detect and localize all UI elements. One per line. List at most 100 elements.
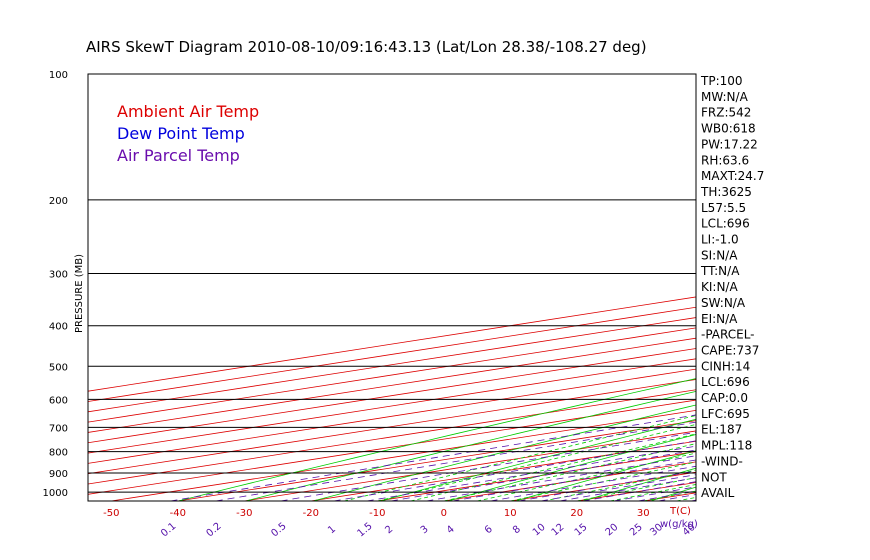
mixing-ratio-line xyxy=(333,440,696,501)
isotherm-line xyxy=(776,74,870,501)
isotherm-line xyxy=(377,451,696,501)
pressure-tick-label: 600 xyxy=(49,395,68,406)
isotherm-line xyxy=(88,358,696,454)
stat-line: MW:N/A xyxy=(701,90,749,104)
mixing-ratio-tick-label: 25 xyxy=(628,522,645,539)
bottom-temp-tick-label: 10 xyxy=(504,508,517,519)
stat-line: AVAIL xyxy=(701,486,735,500)
plot-frame xyxy=(87,73,697,502)
pressure-tick-label: 200 xyxy=(49,196,68,207)
pressure-tick-label: 300 xyxy=(49,270,68,281)
bottom-temp-tick-label: -50 xyxy=(103,508,119,519)
pressure-tick-label: 400 xyxy=(49,322,68,333)
isobar-lines xyxy=(88,199,696,493)
bottom-temp-tick-label: -40 xyxy=(170,508,186,519)
profile-dew-point-temp xyxy=(835,74,870,452)
mixing-ratio-tick-label: 8 xyxy=(511,524,523,537)
mixing-ratio-tick-label: 4 xyxy=(445,524,457,537)
isotherm-line xyxy=(244,430,696,501)
isotherm-line xyxy=(111,409,696,501)
pressure-tick-label: 800 xyxy=(49,448,68,459)
stat-line: TP:100 xyxy=(700,74,743,88)
pressure-tick-label: 100 xyxy=(49,70,68,81)
dry-adiabat xyxy=(853,74,870,501)
dry-adiabat xyxy=(245,390,696,501)
legend-entry: Air Parcel Temp xyxy=(117,146,240,165)
dry-adiabat xyxy=(178,378,696,501)
pressure-tick-label: 500 xyxy=(49,362,68,373)
stat-line: RH:63.6 xyxy=(701,153,749,167)
isotherm-line xyxy=(88,389,696,485)
mixing-ratio-line xyxy=(366,445,696,501)
moist-adiabat xyxy=(476,452,696,501)
stat-line: MPL:118 xyxy=(701,439,752,453)
dry-adiabat xyxy=(582,467,696,501)
bottom-temp-tick-label: -20 xyxy=(303,508,319,519)
mixing-ratio-tick-label: 6 xyxy=(483,524,495,537)
bottom-temp-tick-label: -10 xyxy=(369,508,385,519)
mixing-ratio-tick-label: 15 xyxy=(573,522,590,539)
isotherm-line xyxy=(88,348,696,444)
mixing-ratio-unit: w(g/kg) xyxy=(660,519,698,530)
mixing-ratio-tick-label: 0.5 xyxy=(269,521,288,540)
mixing-ratio-tick-label: 0.1 xyxy=(159,521,178,540)
bottom-temp-tick-label: 20 xyxy=(570,508,583,519)
stat-line: LCL:696 xyxy=(701,217,750,231)
stat-line: CINH:14 xyxy=(701,359,750,373)
mixing-ratio-tick-label: 0.2 xyxy=(204,521,223,540)
moist-adiabat xyxy=(443,443,696,501)
stat-line: LFC:695 xyxy=(701,407,750,421)
stat-line: KI:N/A xyxy=(701,280,738,294)
mixing-ratio-line xyxy=(215,421,696,501)
dry-adiabat xyxy=(785,74,870,501)
isotherm-line xyxy=(88,337,696,433)
isotherm-line xyxy=(88,368,696,464)
stat-line: TH:3625 xyxy=(700,185,752,199)
bottom-temp-tick-label: 0 xyxy=(441,508,447,519)
isotherm-line xyxy=(88,379,696,475)
pressure-axis: 100 200 300 400 500 600 700 800 900 1000 xyxy=(43,70,68,499)
legend-entry: Dew Point Temp xyxy=(117,124,245,143)
bottom-temp-axis: -50 -40 -30 -20 -10 0 10 20 30 xyxy=(103,508,650,519)
isotherm-line xyxy=(843,74,870,501)
stat-line: -PARCEL- xyxy=(701,328,755,342)
stat-line: NOT xyxy=(701,470,727,484)
chart-title: AIRS SkewT Diagram 2010-08-10/09:16:43.1… xyxy=(86,38,647,56)
stat-line: -WIND- xyxy=(701,454,743,468)
stat-line: SW:N/A xyxy=(701,296,746,310)
stat-line: SI:N/A xyxy=(701,248,738,262)
pressure-tick-label: 1000 xyxy=(43,488,68,499)
stat-line: LI:-1.0 xyxy=(701,233,739,247)
mixing-ratio-tick-label: 20 xyxy=(604,522,621,539)
stat-line: CAPE:737 xyxy=(701,343,759,357)
chart-legend: Ambient Air Temp Dew Point Temp Air Parcel… xyxy=(117,102,259,165)
mixing-ratio-tick-label: 1.5 xyxy=(355,521,374,540)
moist-adiabat xyxy=(343,415,696,501)
bottom-temp-tick-label: 30 xyxy=(637,508,650,519)
background-grid xyxy=(88,74,870,501)
moist-adiabat xyxy=(410,433,696,501)
stat-line: PW:17.22 xyxy=(701,137,758,151)
legend-entry: Ambient Air Temp xyxy=(117,102,259,121)
dry-adiabat xyxy=(380,418,696,501)
mixing-ratio-line xyxy=(658,494,696,501)
stat-line: TT:N/A xyxy=(700,264,740,278)
profile-lines xyxy=(835,74,870,452)
stat-line: EI:N/A xyxy=(701,312,738,326)
stat-line: MAXT:24.7 xyxy=(701,169,764,183)
mixing-ratio-tick-label: 10 xyxy=(531,522,548,539)
stat-line: WB0:618 xyxy=(701,122,756,136)
stat-line: CAP:0.0 xyxy=(701,391,748,405)
pressure-tick-label: 900 xyxy=(49,469,68,480)
mixing-ratio-line xyxy=(390,449,696,501)
mixing-ratio-tick-label: 1 xyxy=(326,524,338,537)
stat-line: LCL:696 xyxy=(701,375,750,389)
mixing-ratio-tick-label: 12 xyxy=(550,522,567,539)
dry-adiabat xyxy=(447,434,696,501)
pressure-tick-label: 700 xyxy=(49,423,68,434)
mixing-ratio-tick-label: 2 xyxy=(383,524,395,537)
mixing-ratio-tick-label: 3 xyxy=(419,524,431,537)
stat-line: EL:187 xyxy=(701,423,742,437)
